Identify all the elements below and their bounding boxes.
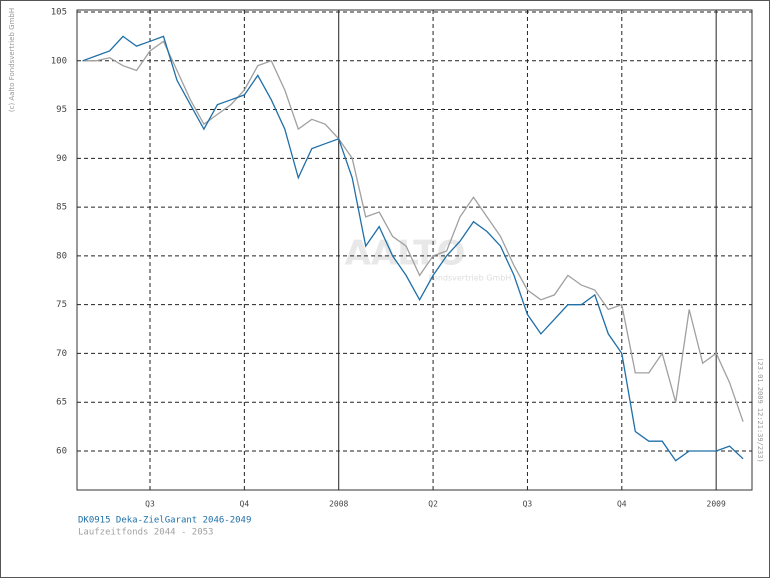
- watermark: AALTO: [345, 234, 466, 274]
- legend-entry: DK0915 Deka-ZielGarant 2046-2049: [78, 516, 251, 526]
- x-tick-label: Q4: [240, 500, 250, 509]
- x-tick-label: Q2: [428, 500, 438, 509]
- x-tick-label: Q3: [145, 500, 155, 509]
- x-tick-label: Q4: [617, 500, 627, 509]
- y-tick-label: 65: [56, 398, 67, 408]
- y-tick-label: 105: [51, 8, 67, 18]
- copyright: (c) Aalto Fondsvertrieb GmbH: [8, 8, 16, 112]
- y-tick-label: 100: [51, 56, 67, 66]
- y-tick-label: 60: [56, 446, 67, 456]
- x-tick-label: 2008: [329, 500, 348, 509]
- y-tick-label: 70: [56, 349, 67, 359]
- x-tick-label: 2009: [707, 500, 726, 509]
- y-tick-label: 80: [56, 251, 67, 261]
- y-tick-label: 90: [56, 154, 67, 164]
- y-tick-label: 85: [56, 203, 67, 213]
- watermark-sub: Fondsvertrieb GmbH: [429, 274, 512, 283]
- series-line: [82, 40, 744, 422]
- series-line: [82, 35, 744, 462]
- legend-entry: Laufzeitfonds 2044 - 2053: [78, 528, 213, 538]
- y-tick-label: 75: [56, 300, 67, 310]
- timestamp: (23.01.2009 12:21:39/233): [756, 357, 764, 462]
- y-tick-label: 95: [56, 105, 67, 115]
- x-tick-label: Q3: [523, 500, 533, 509]
- plot-area: [76, 9, 753, 491]
